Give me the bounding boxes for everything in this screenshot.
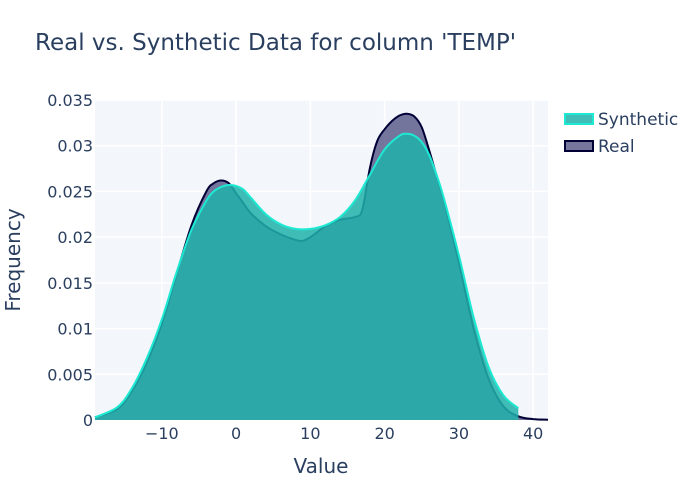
legend-swatch xyxy=(564,113,594,125)
x-axis-title: Value xyxy=(294,454,349,478)
y-tick-label: 0.025 xyxy=(47,182,93,201)
x-tick-label: 0 xyxy=(231,424,241,443)
legend-label: Synthetic xyxy=(598,110,678,130)
y-axis: 0 0.005 0.01 0.015 0.02 0.025 0.03 0.035 xyxy=(47,91,93,430)
y-tick-label: 0.03 xyxy=(57,137,93,156)
y-tick-label: 0.005 xyxy=(47,365,93,384)
y-tick-label: 0 xyxy=(83,411,93,430)
legend-swatch xyxy=(564,140,594,152)
y-tick-label: 0.02 xyxy=(57,228,93,247)
synthetic-line[interactable] xyxy=(94,132,519,419)
y-axis-title: Frequency xyxy=(1,208,25,311)
legend-label: Real xyxy=(598,137,635,157)
series-layer xyxy=(94,112,549,421)
y-tick-label: 0.01 xyxy=(57,320,93,339)
y-tick-label: 0.035 xyxy=(47,91,93,110)
synthetic-area[interactable] xyxy=(95,133,519,421)
legend-item-synthetic[interactable]: Synthetic xyxy=(564,110,678,130)
x-tick-label: −10 xyxy=(145,424,179,443)
x-tick-label: 10 xyxy=(300,424,320,443)
x-tick-label: 20 xyxy=(374,424,394,443)
legend[interactable]: Synthetic Real xyxy=(564,110,678,157)
x-axis: −10 0 10 20 30 40 xyxy=(145,424,543,443)
x-tick-label: 30 xyxy=(449,424,469,443)
chart-title: Real vs. Synthetic Data for column 'TEMP… xyxy=(35,30,516,56)
legend-item-real[interactable]: Real xyxy=(564,137,635,157)
y-tick-label: 0.015 xyxy=(47,274,93,293)
x-tick-label: 40 xyxy=(523,424,543,443)
